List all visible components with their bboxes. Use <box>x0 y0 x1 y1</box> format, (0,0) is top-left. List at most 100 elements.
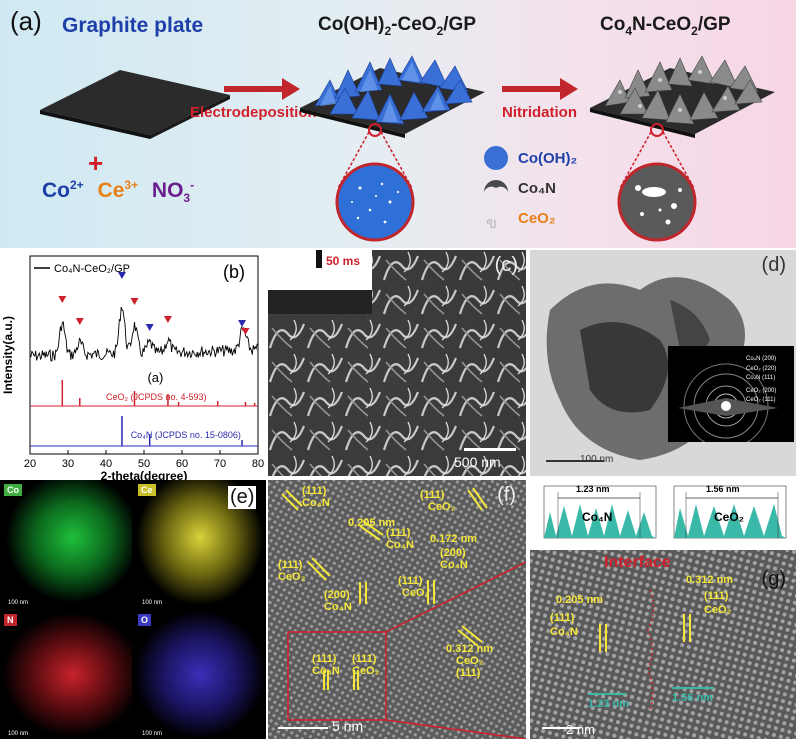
g-d2: 0.312 nm <box>686 574 734 586</box>
ceo2-ref-label: CeO₂ (JCPDS no. 4-593) <box>106 392 207 402</box>
eds-scale-o: 100 nm <box>142 731 163 737</box>
line-profile-ceo2 <box>673 485 787 539</box>
panel-g-label: (g) <box>761 568 786 590</box>
label-nitridation: Nitridation <box>502 104 577 121</box>
svg-text:(111): (111) <box>312 653 337 665</box>
ceo2-marker <box>130 298 139 305</box>
g-d1: 0.205 nm <box>556 594 604 606</box>
eds-label-ce: Ce <box>138 484 156 496</box>
saed-ring-4: CeO₂ (111) <box>746 397 776 403</box>
x-tick-label: 40 <box>100 458 112 470</box>
zoom-circle-1 <box>335 123 415 242</box>
g-p2: CeO₂ <box>704 604 732 616</box>
svg-text:Co₄N: Co₄N <box>302 497 330 509</box>
interface-label: Interface <box>604 554 671 571</box>
svg-text:(111): (111) <box>278 559 303 571</box>
legend-ceo2: CeO₂ <box>518 210 556 227</box>
x-tick-label: 60 <box>176 458 188 470</box>
saed-ring-3: CeO₂ (200) <box>746 388 777 394</box>
svg-text:(111): (111) <box>352 653 377 665</box>
svg-text:0.172 nm: 0.172 nm <box>430 533 477 545</box>
hrtem-g-image: Interface 0.205 nm (111) Co₄N 0.312 nm (… <box>530 550 796 739</box>
panel-e: Co 100 nm Ce 100 nm N 100 nm O 100 nm (e… <box>0 480 266 739</box>
svg-text:(111): (111) <box>302 485 327 497</box>
panel-b-label: (b) <box>223 262 245 282</box>
zoom-circle-2 <box>617 123 697 242</box>
eds-scale-co: 100 nm <box>8 600 29 606</box>
right-title: Co4N-CeO2/GP <box>600 14 731 38</box>
hrtem-f-scale-text: 5 nm <box>332 718 364 734</box>
graphite-plate-illustration <box>40 70 230 139</box>
needle <box>316 250 322 268</box>
label-electrodeposition: Electrodeposition <box>190 104 317 121</box>
ceo2-marker <box>58 296 67 303</box>
svg-text:CeO₂: CeO₂ <box>402 587 430 599</box>
ion-no3: NO3- <box>151 178 195 206</box>
eds-label-co: Co <box>4 484 22 496</box>
contact-time: 50 ms <box>326 254 361 268</box>
panel-f-label: (f) <box>497 484 516 506</box>
profile2-value: 1.56 nm <box>706 484 740 494</box>
xrd-curve <box>29 306 259 362</box>
co4n-marker <box>238 320 247 327</box>
co4n-ceo2-plate-illustration <box>590 55 775 138</box>
eds-map-co: Co 100 nm <box>0 480 132 608</box>
eds-scale-n: 100 nm <box>8 731 29 737</box>
svg-text:CeO₂: CeO₂ <box>456 655 484 667</box>
svg-text:(200): (200) <box>324 589 350 601</box>
x-tick-label: 50 <box>138 458 150 470</box>
svg-text:0.205 nm: 0.205 nm <box>348 517 395 529</box>
x-tick-label: 80 <box>252 458 264 470</box>
panel-d-tem-image: (d) Co₄N (200) CeO₂ (220) Co₄N (111) CeO… <box>530 250 796 476</box>
xrd-chart: 20 30 40 50 60 70 80 2-theta(degree) Intensity(a… <box>1 255 264 483</box>
ion-list: Co2+ Ce3+ NO3- <box>42 178 194 205</box>
panel-a: (a) Graphite plate + Co2+ Ce3+ NO3- Elec… <box>0 0 796 248</box>
hrtem-g-scale-text: 2 nm <box>566 722 595 737</box>
svg-text:0.312 nm: 0.312 nm <box>446 643 493 655</box>
saed-ring-1: CeO₂ (220) <box>746 366 777 372</box>
g-m1: 1.23 nm <box>588 698 629 710</box>
legend-icons: ข <box>484 146 508 230</box>
co4n-ref-label: Co₄N (JCPDS no. 15-0806) <box>131 430 241 440</box>
line-profile-co4n <box>543 485 657 539</box>
svg-text:(111): (111) <box>420 489 445 501</box>
x-tick-label: 30 <box>62 458 74 470</box>
cooh-ceo2-plate-illustration <box>300 55 485 138</box>
sem-scale-text: 500 nm <box>454 454 501 470</box>
graphite-plate-title: Graphite plate <box>62 14 204 37</box>
svg-text:CeO₂: CeO₂ <box>352 665 380 677</box>
g-m2: 1.56 nm <box>672 692 713 704</box>
panel-c-label: (c) <box>494 254 518 276</box>
ceo2-marker <box>75 318 84 325</box>
eds-label-o: O <box>138 614 152 626</box>
sem-scale-bar <box>464 448 516 451</box>
svg-text:Co₄N: Co₄N <box>324 601 352 613</box>
curve-label: (a) <box>147 370 163 385</box>
ion-co: Co2+ <box>42 178 84 202</box>
svg-text:(200): (200) <box>440 547 466 559</box>
svg-text:ข: ข <box>486 215 497 230</box>
g-h2: (111) <box>704 590 729 602</box>
eds-label-n: N <box>4 614 17 626</box>
tem-scale-text: 100 nm <box>580 454 614 465</box>
hrtem-g-overlay <box>530 550 796 739</box>
hrtem-f-overlay: (111)Co₄N (111)CeO₂ 0.205 nm (111)Co₄N 0… <box>268 480 526 739</box>
eds-map-n: N 100 nm <box>0 610 132 739</box>
legend-text: Co₄N-CeO₂/GP <box>54 263 130 275</box>
panel-f-hrtem-image: (111) Co₄N (111) CeO₂ 0.205 nm (111) Co₄N 0… <box>268 480 526 739</box>
svg-text:Co₄N: Co₄N <box>312 665 340 677</box>
panel-g: 1.23 nm Co₄N 1.56 nm CeO₂ <box>530 480 796 739</box>
eds-scale-ce: 100 nm <box>142 600 163 606</box>
profile1-value: 1.23 nm <box>576 484 610 494</box>
profile1-name: Co₄N <box>582 510 613 524</box>
x-tick-label: 70 <box>214 458 226 470</box>
arrow-electrodeposition <box>224 78 300 100</box>
g-p1: Co₄N <box>550 626 578 638</box>
svg-text:Co₄N: Co₄N <box>386 539 414 551</box>
arrow-nitridation <box>502 78 578 100</box>
water-contact-inset: 50 ms <box>268 250 372 314</box>
g-h1: (111) <box>550 612 575 624</box>
panel-d-label: (d) <box>761 254 786 276</box>
legend-co4n: Co₄N <box>518 180 556 197</box>
svg-text:CeO₂: CeO₂ <box>278 571 306 583</box>
